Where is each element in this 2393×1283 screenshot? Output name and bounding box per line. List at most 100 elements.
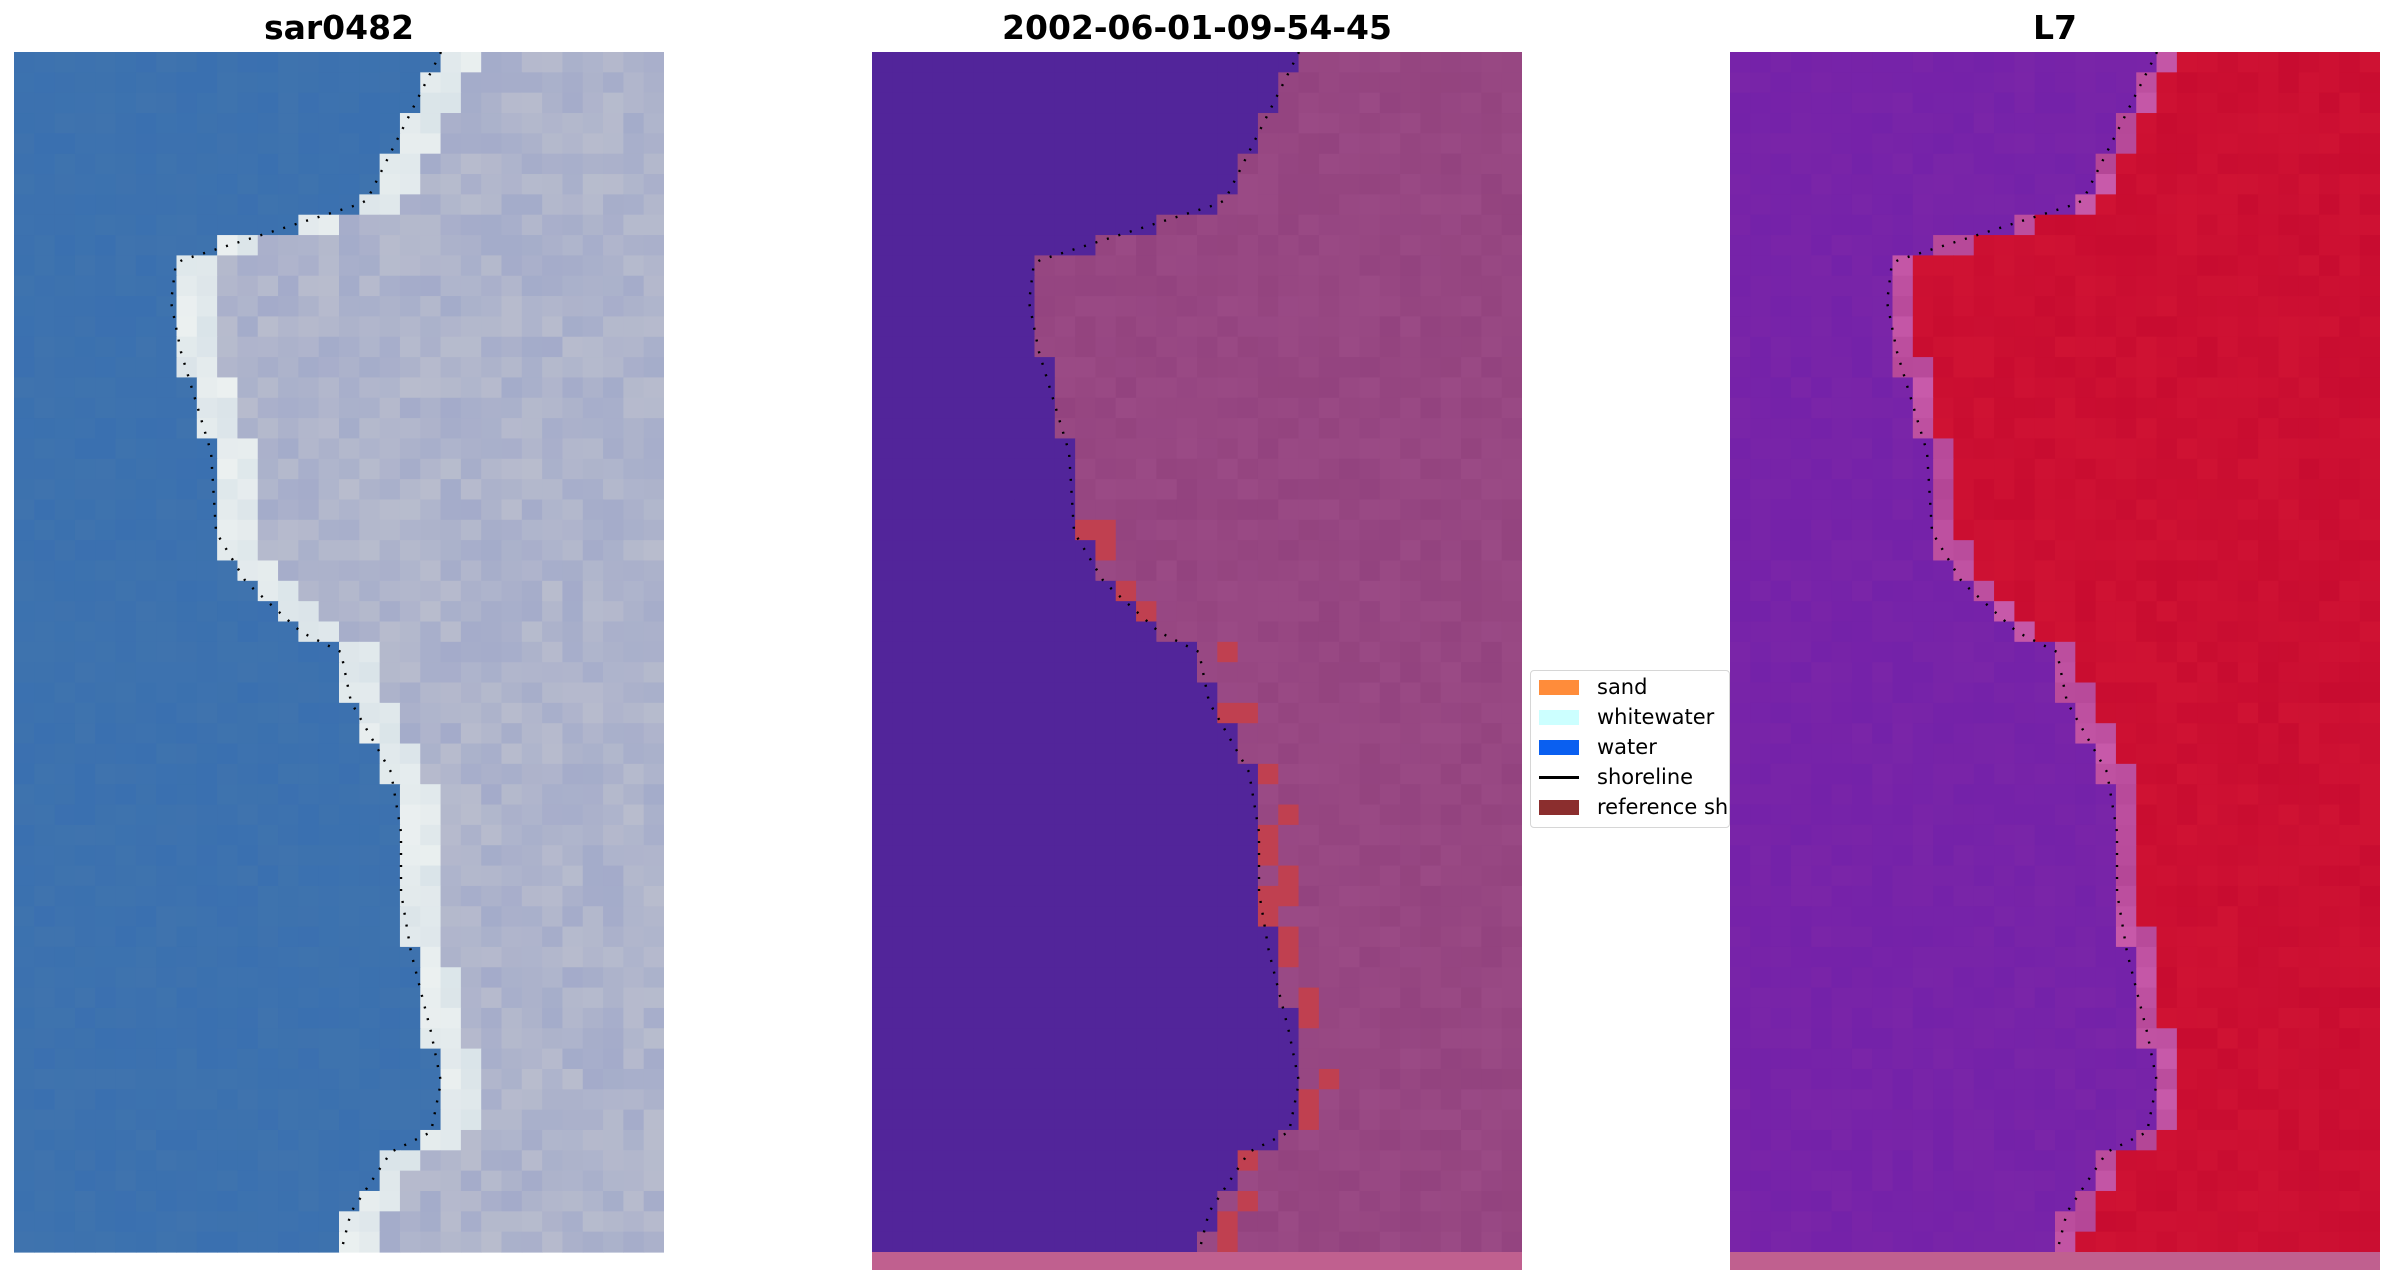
raster-pixel <box>135 377 157 399</box>
raster-pixel <box>95 560 117 582</box>
raster-pixel <box>2258 397 2280 419</box>
raster-pixel <box>1379 743 1401 765</box>
raster-pixel <box>562 1089 584 1111</box>
raster-pixel <box>135 458 157 480</box>
raster-pixel <box>1790 194 1812 216</box>
raster-pixel <box>339 662 360 684</box>
raster-pixel <box>521 113 543 134</box>
raster-pixel <box>501 214 523 236</box>
raster-pixel <box>2217 540 2239 562</box>
raster-pixel <box>1831 92 1853 114</box>
raster-pixel <box>1501 316 1522 338</box>
raster-pixel <box>115 1231 137 1253</box>
raster-pixel <box>420 824 442 846</box>
raster-pixel <box>257 255 279 277</box>
raster-pixel <box>2156 723 2178 745</box>
raster-pixel <box>176 1231 198 1253</box>
raster-pixel <box>359 621 381 643</box>
raster-pixel <box>1034 255 1056 277</box>
raster-pixel <box>379 1150 401 1172</box>
raster-pixel <box>872 1007 893 1029</box>
raster-pixel <box>2055 580 2076 602</box>
raster-pixel <box>1095 601 1117 623</box>
raster-pixel <box>912 1109 934 1131</box>
raster-pixel <box>14 397 35 419</box>
raster-pixel <box>912 275 934 297</box>
raster-pixel <box>2319 479 2340 501</box>
raster-pixel <box>1912 397 1934 419</box>
raster-pixel <box>1217 1150 1239 1172</box>
raster-pixel <box>1750 763 1772 785</box>
raster-pixel <box>1400 743 1422 765</box>
raster-pixel <box>399 92 421 114</box>
raster-pixel <box>440 153 462 175</box>
raster-pixel <box>1115 194 1137 216</box>
raster-pixel <box>2136 499 2158 521</box>
raster-pixel <box>1298 560 1320 582</box>
raster-pixel <box>953 316 975 338</box>
raster-pixel <box>95 479 117 501</box>
raster-pixel <box>562 194 584 216</box>
raster-pixel <box>135 316 157 338</box>
raster-pixel <box>359 113 381 134</box>
raster-pixel <box>932 1231 954 1253</box>
raster-pixel <box>892 743 914 765</box>
raster-pixel <box>481 1150 503 1172</box>
raster-pixel <box>1501 1231 1522 1253</box>
raster-pixel <box>420 377 442 399</box>
raster-pixel <box>2359 113 2380 134</box>
raster-pixel <box>237 1007 259 1029</box>
raster-pixel <box>542 1007 564 1029</box>
raster-pixel <box>1831 397 1853 419</box>
raster-pixel <box>973 540 995 562</box>
raster-pixel <box>973 682 995 704</box>
raster-pixel <box>298 153 320 175</box>
raster-pixel <box>1750 357 1772 379</box>
raster-pixel <box>440 377 462 399</box>
raster-pixel <box>257 316 279 338</box>
raster-pixel <box>1156 926 1178 948</box>
raster-pixel <box>399 235 421 256</box>
raster-pixel <box>481 824 503 846</box>
raster-pixel <box>1115 52 1137 73</box>
raster-pixel <box>1054 519 1076 541</box>
raster-pixel <box>1461 72 1482 94</box>
raster-pixel <box>1400 1211 1422 1233</box>
raster-pixel <box>2278 682 2300 704</box>
raster-pixel <box>1872 214 1894 236</box>
raster-pixel <box>1278 194 1300 216</box>
raster-pixel <box>54 336 76 358</box>
raster-pixel <box>1420 1170 1442 1192</box>
raster-pixel <box>1339 397 1361 419</box>
raster-pixel <box>1115 1109 1137 1131</box>
raster-pixel <box>2197 194 2219 216</box>
raster-pixel <box>359 255 381 277</box>
raster-pixel <box>1237 580 1259 602</box>
raster-pixel <box>1156 1028 1178 1050</box>
raster-pixel <box>14 174 35 195</box>
raster-pixel <box>1014 865 1036 887</box>
raster-pixel <box>1933 296 1955 318</box>
raster-pixel <box>2217 377 2239 399</box>
raster-pixel <box>2197 743 2219 765</box>
raster-pixel <box>2136 133 2158 155</box>
raster-pixel <box>872 621 893 643</box>
raster-pixel <box>1481 1129 1503 1151</box>
raster-pixel <box>1994 479 2015 501</box>
raster-pixel <box>217 214 239 236</box>
raster-pixel <box>1730 743 1751 765</box>
raster-pixel <box>1298 845 1320 867</box>
raster-pixel <box>1217 763 1239 785</box>
raster-pixel <box>1461 1007 1482 1029</box>
raster-pixel <box>501 519 523 541</box>
raster-pixel <box>1136 194 1157 216</box>
raster-pixel <box>460 601 482 623</box>
raster-pixel <box>2075 519 2097 541</box>
raster-pixel <box>1481 1231 1503 1253</box>
raster-pixel <box>278 784 299 806</box>
raster-pixel <box>1075 1028 1097 1050</box>
raster-pixel <box>196 845 218 867</box>
raster-pixel <box>501 845 523 867</box>
raster-pixel <box>2278 560 2300 582</box>
raster-pixel <box>1115 296 1137 318</box>
